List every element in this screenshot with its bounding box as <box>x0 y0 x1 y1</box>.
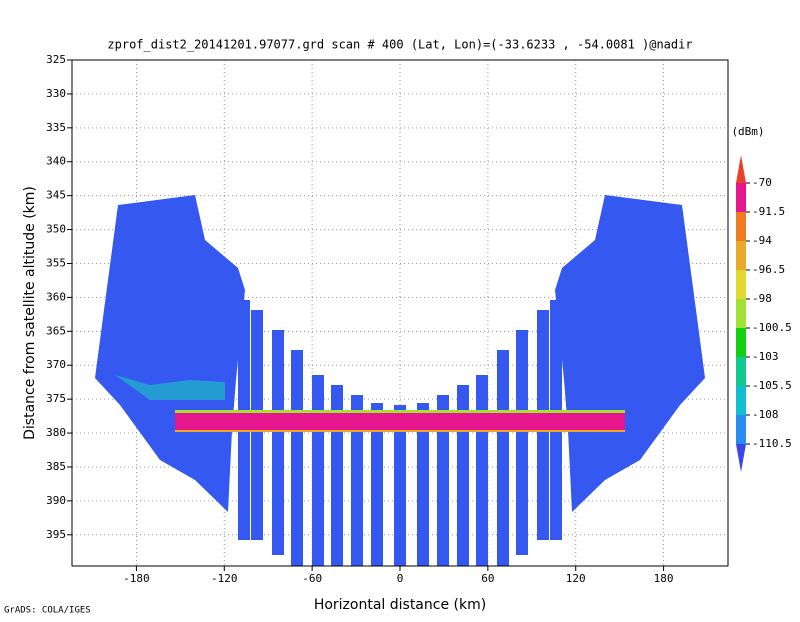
colorbar: -70 -91.5 -94 -96.5 -98 -100.5 -103 -105.5 -108 -… <box>736 155 792 472</box>
colorbar-label: -70 <box>752 176 772 189</box>
colorbar-label: -96.5 <box>752 263 785 276</box>
x-axis-label: Horizontal distance (km) <box>314 597 486 613</box>
colorbar-cell <box>736 270 746 299</box>
y-tick-label: 350 <box>46 223 66 236</box>
band-edge <box>175 410 625 413</box>
x-tick-label: 120 <box>566 572 586 585</box>
beam-strip <box>371 403 383 566</box>
x-tick-label: 180 <box>654 572 674 585</box>
beam-strip <box>497 350 509 566</box>
colorbar-cap <box>736 155 746 183</box>
beam-strip <box>476 375 488 566</box>
y-tick-label: 335 <box>46 121 66 134</box>
y-tick-label: 395 <box>46 528 66 541</box>
colorbar-label: -108 <box>752 408 779 421</box>
x-tick-label: -120 <box>211 572 238 585</box>
band <box>175 413 625 430</box>
colorbar-label: -94 <box>752 234 772 247</box>
right-wing <box>555 195 705 512</box>
beam-strip <box>312 375 324 566</box>
colorbar-cell <box>736 183 746 212</box>
y-tick-label: 370 <box>46 358 66 371</box>
y-tick-label: 390 <box>46 494 66 507</box>
colorbar-label: -91.5 <box>752 205 785 218</box>
surface-band <box>175 410 625 432</box>
colorbar-label: -100.5 <box>752 321 792 334</box>
colorbar-cell <box>736 299 746 328</box>
credit: GrADS: COLA/IGES <box>4 606 91 616</box>
beam-strip <box>437 395 449 566</box>
colorbar-cell <box>736 357 746 386</box>
beam-strip <box>417 403 429 566</box>
y-tick-label: 340 <box>46 155 66 168</box>
y-axis-label: Distance from satellite altitude (km) <box>22 186 38 440</box>
colorbar-unit: (dBm) <box>731 125 764 138</box>
left-wing <box>95 195 245 512</box>
colorbar-label: -110.5 <box>752 437 792 450</box>
swath <box>95 195 705 566</box>
colorbar-cell <box>736 386 746 415</box>
colorbar-label: -105.5 <box>752 379 792 392</box>
y-tick-label: 385 <box>46 460 66 473</box>
beam-strip <box>394 405 406 566</box>
colorbar-label: -103 <box>752 350 779 363</box>
x-tick-label: 60 <box>481 572 494 585</box>
x-tick-label: 0 <box>397 572 404 585</box>
colorbar-cell <box>736 241 746 270</box>
left-wing-echo <box>115 375 225 400</box>
y-tick-label: 325 <box>46 53 66 66</box>
colorbar-cap <box>736 444 746 472</box>
colorbar-cell <box>736 415 746 444</box>
beam-strip <box>272 330 284 555</box>
beam-strip <box>516 330 528 555</box>
y-tick-label: 330 <box>46 87 66 100</box>
x-tick-label: -180 <box>123 572 150 585</box>
y-tick-label: 365 <box>46 324 66 337</box>
y-tick-label: 360 <box>46 290 66 303</box>
colorbar-label: -98 <box>752 292 772 305</box>
y-tick-label: 345 <box>46 189 66 202</box>
colorbar-cell <box>736 328 746 357</box>
beam-strip <box>351 395 363 566</box>
y-tick-label: 355 <box>46 256 66 269</box>
y-tick-label: 375 <box>46 392 66 405</box>
beam-strip <box>291 350 303 566</box>
y-tick-label: 380 <box>46 426 66 439</box>
chart-title: zprof_dist2_20141201.97077.grd scan # 40… <box>107 38 692 52</box>
band-edge <box>175 430 625 432</box>
colorbar-cell <box>736 212 746 241</box>
x-tick-label: -60 <box>302 572 322 585</box>
